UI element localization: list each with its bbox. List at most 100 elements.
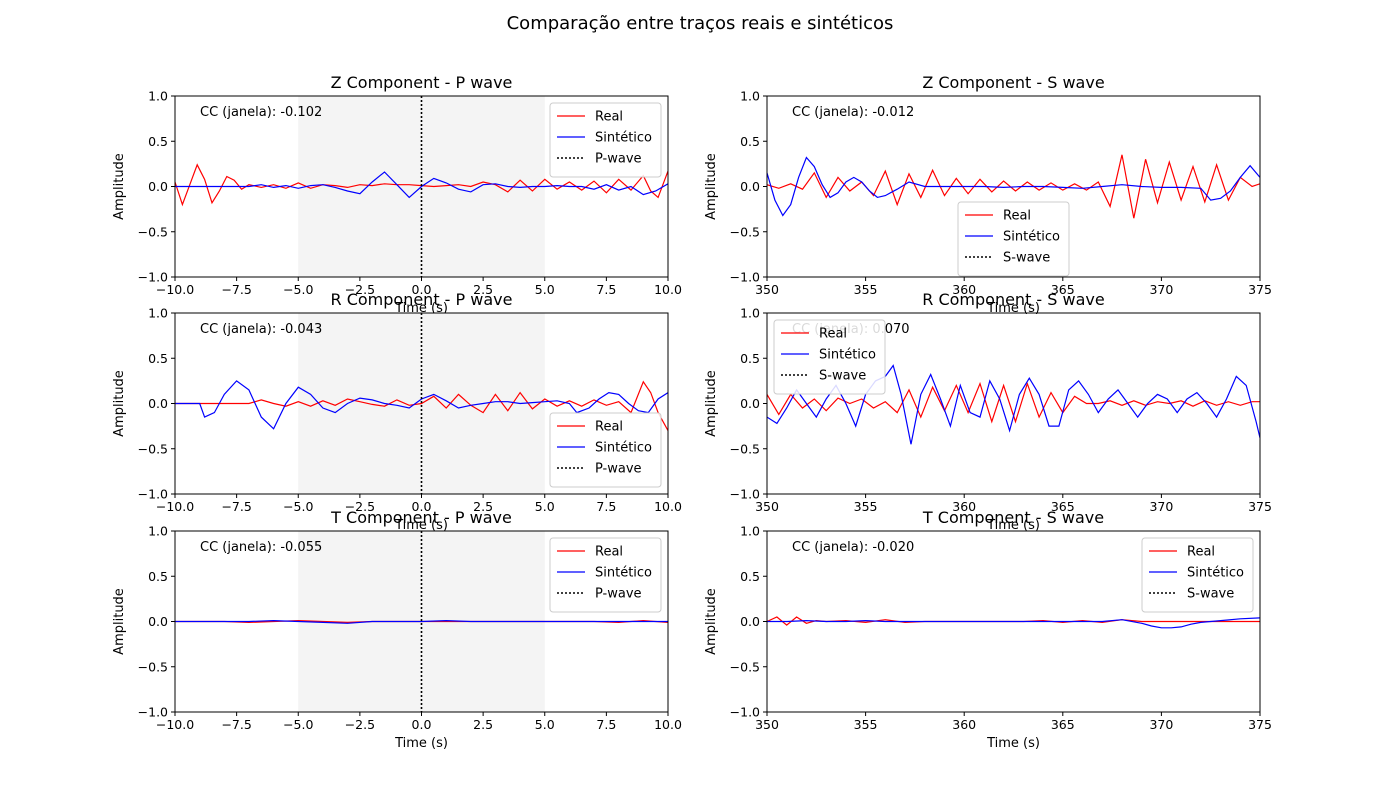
legend-label: Real xyxy=(819,327,847,342)
legend-label: Real xyxy=(1187,545,1215,560)
y-tick-label: 0.0 xyxy=(740,179,760,194)
subplot-title: R Component - P wave xyxy=(331,290,513,309)
y-tick-label: 0.5 xyxy=(148,351,168,366)
subplot-1: −10.0 −7.5 −5.0 −2.5 0.0 2.5 5.0 7.5 10.0 −1.0 −0.… xyxy=(112,73,682,316)
subplot-title: T Component - S wave xyxy=(922,508,1104,527)
series-line-real xyxy=(767,381,1260,424)
y-tick-label: 0.0 xyxy=(740,396,760,411)
y-tick-label: 0.0 xyxy=(148,614,168,629)
x-tick-label: 0.0 xyxy=(412,282,432,297)
x-axis-label: Time (s) xyxy=(394,736,448,751)
y-tick-label: 0.5 xyxy=(740,569,760,584)
x-tick-label: 350 xyxy=(755,282,779,297)
subplot-title: Z Component - P wave xyxy=(331,73,513,92)
x-tick-label: −7.5 xyxy=(221,717,251,732)
y-tick-label: −1.0 xyxy=(730,705,760,720)
y-tick-label: 0.5 xyxy=(148,569,168,584)
x-tick-label: 365 xyxy=(1051,499,1075,514)
x-tick-label: 365 xyxy=(1051,717,1075,732)
y-tick-label: −0.5 xyxy=(138,224,168,239)
legend-label: Real xyxy=(595,110,623,125)
y-tick-label: −0.5 xyxy=(138,659,168,674)
x-tick-label: 2.5 xyxy=(473,499,493,514)
y-tick-label: −0.5 xyxy=(138,441,168,456)
x-tick-label: 365 xyxy=(1051,282,1075,297)
subplot-title: Z Component - S wave xyxy=(922,73,1104,92)
y-axis-label: Amplitude xyxy=(112,153,127,220)
subplot-6: 350 355 360 365 370 375 −1.0 −0.5 0.0 0.5 1.0 Time … xyxy=(704,508,1272,751)
series-line-real xyxy=(175,380,668,431)
legend-label: Real xyxy=(595,545,623,560)
x-tick-label: −5.0 xyxy=(283,282,313,297)
correlation-annotation: CC (janela): -0.020 xyxy=(792,540,914,555)
x-tick-label: −5.0 xyxy=(283,717,313,732)
y-tick-label: −1.0 xyxy=(730,487,760,502)
legend-label: S-wave xyxy=(819,369,866,384)
y-tick-label: 0.5 xyxy=(148,134,168,149)
legend-label: P-wave xyxy=(595,462,642,477)
y-tick-label: 1.0 xyxy=(740,89,760,104)
x-tick-label: 10.0 xyxy=(654,282,682,297)
legend-label: S-wave xyxy=(1003,251,1050,266)
subplot-5: −10.0 −7.5 −5.0 −2.5 0.0 2.5 5.0 7.5 10.0 −1.0 −0.… xyxy=(112,508,682,751)
x-tick-label: 2.5 xyxy=(473,717,493,732)
legend-label: Sintético xyxy=(819,348,876,363)
y-tick-label: −0.5 xyxy=(730,441,760,456)
x-tick-label: 370 xyxy=(1149,282,1173,297)
subplot-2: 350 355 360 365 370 375 −1.0 −0.5 0.0 0.5 1.0 Time … xyxy=(704,73,1272,316)
y-tick-label: −1.0 xyxy=(138,705,168,720)
x-tick-label: −10.0 xyxy=(156,717,194,732)
x-tick-label: 10.0 xyxy=(654,499,682,514)
x-tick-label: 375 xyxy=(1248,499,1272,514)
x-axis-label: Time (s) xyxy=(986,301,1040,316)
series-line-sinttico xyxy=(175,380,668,430)
x-tick-label: −5.0 xyxy=(283,499,313,514)
x-tick-label: 5.0 xyxy=(535,717,555,732)
x-tick-label: 360 xyxy=(952,717,976,732)
y-tick-label: 0.5 xyxy=(740,134,760,149)
y-axis-label: Amplitude xyxy=(704,370,719,437)
legend-label: Sintético xyxy=(595,131,652,146)
legend: Real Sintético P-wave xyxy=(549,412,662,488)
y-tick-label: −1.0 xyxy=(730,270,760,285)
correlation-annotation: CC (janela): -0.012 xyxy=(792,105,914,120)
legend: Real Sintético P-wave xyxy=(549,102,662,178)
legend: Real Sintético S-wave xyxy=(773,319,886,395)
x-axis-label: Time (s) xyxy=(394,301,448,316)
subplot-title: R Component - S wave xyxy=(922,290,1104,309)
x-tick-label: 375 xyxy=(1248,282,1272,297)
legend-label: Real xyxy=(595,420,623,435)
y-tick-label: −1.0 xyxy=(138,487,168,502)
x-axis-label: Time (s) xyxy=(986,518,1040,533)
y-tick-label: 1.0 xyxy=(148,89,168,104)
subplot-4: 350 355 360 365 370 375 −1.0 −0.5 0.0 0.5 1.0 Time … xyxy=(704,290,1272,533)
legend: Real Sintético S-wave xyxy=(1141,537,1254,613)
legend: Real Sintético S-wave xyxy=(957,201,1070,277)
x-tick-label: −7.5 xyxy=(221,499,251,514)
correlation-annotation: CC (janela): -0.055 xyxy=(200,540,322,555)
x-tick-label: 2.5 xyxy=(473,282,493,297)
x-tick-label: 5.0 xyxy=(535,499,555,514)
y-axis-label: Amplitude xyxy=(704,153,719,220)
x-tick-label: −10.0 xyxy=(156,499,194,514)
x-tick-label: −10.0 xyxy=(156,282,194,297)
series-line-real xyxy=(767,154,1260,219)
x-tick-label: 7.5 xyxy=(596,499,616,514)
y-tick-label: 0.0 xyxy=(148,396,168,411)
x-tick-label: −2.5 xyxy=(345,717,375,732)
x-tick-label: −7.5 xyxy=(221,282,251,297)
series-line-sinttico xyxy=(767,156,1260,217)
y-tick-label: 0.5 xyxy=(740,351,760,366)
legend-label: P-wave xyxy=(595,152,642,167)
series-line-sinttico xyxy=(767,364,1260,445)
x-tick-label: 10.0 xyxy=(654,717,682,732)
y-tick-label: −1.0 xyxy=(138,270,168,285)
y-tick-label: 1.0 xyxy=(148,306,168,321)
y-tick-label: 0.0 xyxy=(740,614,760,629)
legend: Real Sintético P-wave xyxy=(549,537,662,613)
x-tick-label: 0.0 xyxy=(412,717,432,732)
x-tick-label: 0.0 xyxy=(412,499,432,514)
correlation-annotation: CC (janela): -0.043 xyxy=(200,322,322,337)
legend-label: P-wave xyxy=(595,587,642,602)
